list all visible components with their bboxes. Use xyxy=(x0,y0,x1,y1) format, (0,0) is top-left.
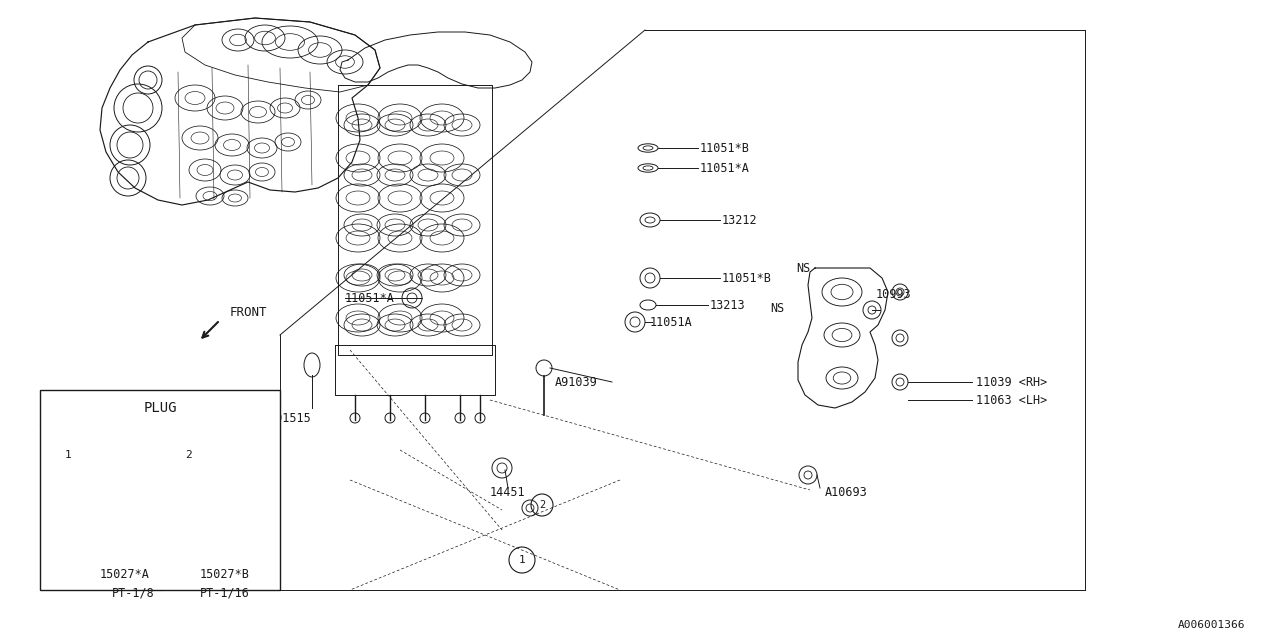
Text: G91515: G91515 xyxy=(269,412,311,424)
Text: 15027*A: 15027*A xyxy=(100,568,150,582)
Text: 1: 1 xyxy=(64,450,72,460)
Bar xyxy=(40,390,280,590)
Text: 14451: 14451 xyxy=(490,486,526,499)
Text: A10693: A10693 xyxy=(826,486,868,499)
Text: 13212: 13212 xyxy=(722,214,758,227)
Text: 11039 <RH>: 11039 <RH> xyxy=(977,376,1047,388)
Text: 10993: 10993 xyxy=(876,287,911,301)
Text: PT-1/8: PT-1/8 xyxy=(113,586,155,600)
Text: 15027*B: 15027*B xyxy=(200,568,250,582)
Text: 13213: 13213 xyxy=(710,298,746,312)
Text: PLUG: PLUG xyxy=(143,401,177,415)
Text: 11051*A: 11051*A xyxy=(346,291,394,305)
Text: FRONT: FRONT xyxy=(230,305,268,319)
Text: 1: 1 xyxy=(518,555,525,565)
Text: 11051*B: 11051*B xyxy=(700,141,750,154)
Text: 2: 2 xyxy=(539,500,545,510)
Text: 11051*B: 11051*B xyxy=(722,271,772,285)
Text: 11051*A: 11051*A xyxy=(700,161,750,175)
Text: 11051A: 11051A xyxy=(650,316,692,328)
Text: A006001366: A006001366 xyxy=(1178,620,1245,630)
Text: A91039: A91039 xyxy=(556,376,598,388)
Text: NS: NS xyxy=(796,262,810,275)
Text: PT-1/16: PT-1/16 xyxy=(200,586,250,600)
Text: 2: 2 xyxy=(184,450,192,460)
Text: NS: NS xyxy=(771,301,785,314)
Text: 11063 <LH>: 11063 <LH> xyxy=(977,394,1047,406)
